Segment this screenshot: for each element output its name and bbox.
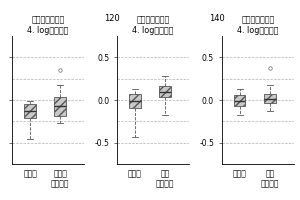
Title: 视黄醇结合蛋白
4. log中位倍数: 视黄醇结合蛋白 4. log中位倍数 [237,15,278,35]
PathPatch shape [129,94,141,108]
PathPatch shape [55,97,66,116]
PathPatch shape [264,94,276,103]
PathPatch shape [159,86,171,97]
Title: 视黄醇结合蛋白
4. log中位倍数: 视黄醇结合蛋白 4. log中位倍数 [28,15,69,35]
Text: 140: 140 [209,14,224,23]
Text: 120: 120 [104,14,120,23]
PathPatch shape [234,95,245,106]
Title: 视黄醇结合蛋白
4. log中位倍数: 视黄醇结合蛋白 4. log中位倍数 [132,15,174,35]
PathPatch shape [24,104,36,118]
